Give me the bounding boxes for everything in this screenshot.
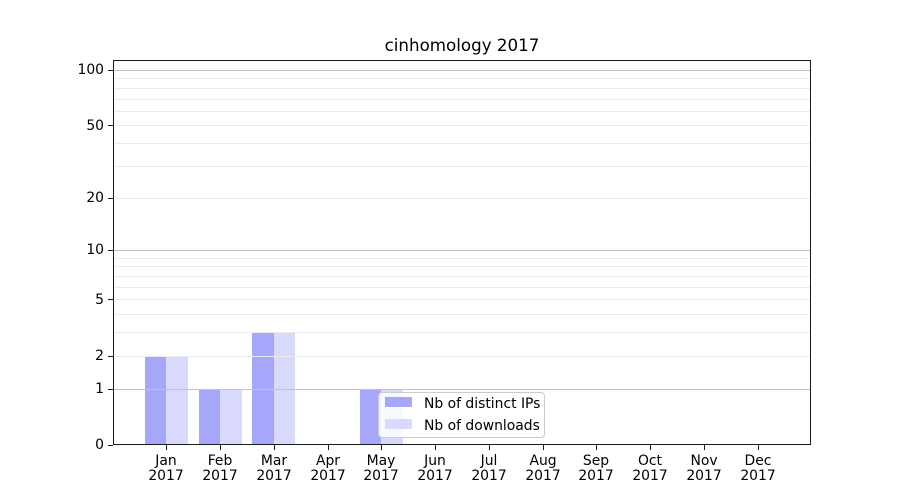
x-tick-jul [489, 445, 490, 450]
legend-swatch-distinct-ips [384, 397, 412, 408]
legend-label-downloads: Nb of downloads [424, 417, 540, 434]
bar-jan-downloads [166, 355, 188, 444]
gridline-y-3 [114, 332, 810, 333]
x-tick-may [381, 445, 382, 450]
gridline-y-9 [114, 258, 810, 259]
gridline-y-90 [114, 78, 810, 79]
y-tick-label-5: 5 [95, 292, 104, 308]
gridline-y-50 [114, 125, 810, 126]
bar-may-distinct-ips [359, 388, 382, 444]
x-tick-label-apr: Apr 2017 [310, 452, 346, 485]
x-tick-label-aug: Aug 2017 [525, 452, 561, 485]
legend: Nb of distinct IPs Nb of downloads [378, 392, 545, 438]
gridline-y-7 [114, 276, 810, 277]
gridline-y-100-major [114, 70, 810, 71]
y-tick-label-100: 100 [77, 62, 104, 78]
x-tick-label-sep: Sep 2017 [578, 452, 614, 485]
x-tick-nov [704, 445, 705, 450]
x-tick-mar [274, 445, 275, 450]
x-tick-jan [166, 445, 167, 450]
y-tick-50 [108, 125, 113, 126]
gridline-y-40 [114, 143, 810, 144]
x-tick-jun [435, 445, 436, 450]
x-tick-oct [650, 445, 651, 450]
plot-area: Nb of distinct IPs Nb of downloads [113, 60, 811, 445]
legend-entry-downloads: Nb of downloads [384, 415, 545, 434]
gridline-y-8 [114, 266, 810, 267]
gridline-y-30 [114, 166, 810, 167]
bar-feb-distinct-ips [198, 388, 221, 444]
x-tick-dec [758, 445, 759, 450]
x-tick-aug [543, 445, 544, 450]
y-tick-label-50: 50 [86, 118, 104, 134]
x-tick-label-oct: Oct 2017 [632, 452, 668, 485]
bar-mar-distinct-ips [252, 332, 274, 444]
x-tick-sep [596, 445, 597, 450]
gridline-y-6 [114, 287, 810, 288]
x-tick-label-dec: Dec 2017 [740, 452, 776, 485]
y-tick-label-0: 0 [95, 437, 104, 453]
x-tick-label-mar: Mar 2017 [256, 452, 292, 485]
x-tick-label-jan: Jan 2017 [148, 452, 184, 485]
gridline-y-5 [114, 299, 810, 300]
gridline-y-80 [114, 88, 810, 89]
y-tick-10 [108, 250, 113, 251]
y-tick-label-2: 2 [95, 348, 104, 364]
y-tick-20 [108, 198, 113, 199]
gridline-y-60 [114, 111, 810, 112]
y-tick-0 [108, 445, 113, 446]
gridline-y-20 [114, 198, 810, 199]
x-tick-apr [328, 445, 329, 450]
x-tick-label-jul: Jul 2017 [471, 452, 507, 485]
gridline-y-10-major [114, 250, 810, 251]
gridline-y-70 [114, 99, 810, 100]
y-tick-label-1: 1 [95, 381, 104, 397]
legend-label-distinct-ips: Nb of distinct IPs [424, 396, 541, 413]
chart-title: cinhomology 2017 [384, 35, 540, 55]
y-tick-5 [108, 299, 113, 300]
x-tick-label-feb: Feb 2017 [202, 452, 238, 485]
x-tick-feb [220, 445, 221, 450]
legend-swatch-downloads [384, 418, 412, 429]
gridline-y-4 [114, 314, 810, 315]
bar-feb-downloads [220, 388, 242, 444]
bar-mar-downloads [273, 332, 296, 444]
x-tick-label-jun: Jun 2017 [417, 452, 453, 485]
y-tick-1 [108, 389, 113, 390]
y-tick-label-20: 20 [86, 190, 104, 206]
x-tick-label-nov: Nov 2017 [686, 452, 722, 485]
y-tick-100 [108, 70, 113, 71]
x-tick-label-may: May 2017 [363, 452, 399, 485]
bar-jan-distinct-ips [144, 355, 167, 444]
gridline-y-1-major [114, 389, 810, 390]
legend-entry-distinct-ips: Nb of distinct IPs [384, 393, 545, 413]
gridline-y-2 [114, 356, 810, 357]
y-tick-label-10: 10 [86, 242, 104, 258]
y-tick-2 [108, 356, 113, 357]
